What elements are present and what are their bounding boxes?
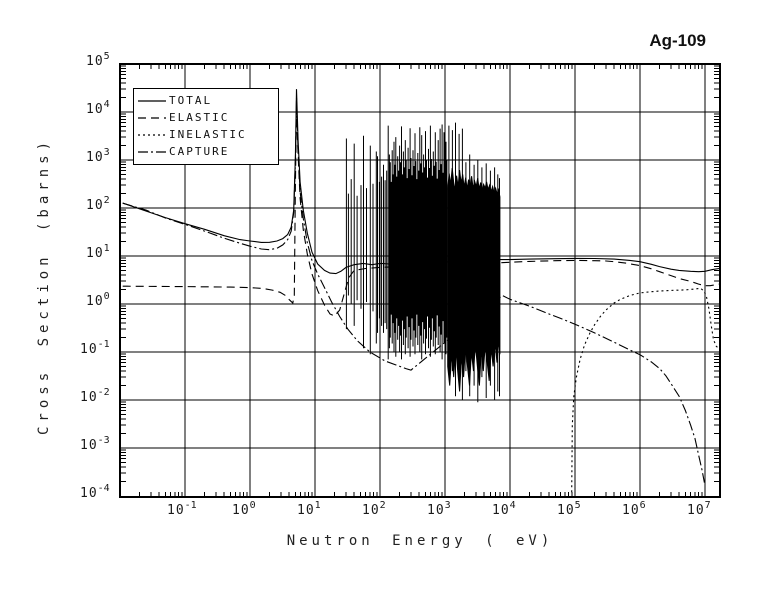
legend-label: INELASTIC: [169, 128, 247, 141]
x-tick-label: 10-1: [167, 500, 197, 518]
y-tick-label: 10-1: [80, 339, 110, 357]
y-tick-label: 100: [86, 291, 110, 309]
y-tick-label: 104: [86, 99, 110, 117]
legend-line-sample-total: [138, 99, 166, 102]
legend-item: ELASTIC: [137, 109, 278, 126]
series-total-line: [122, 89, 720, 275]
x-tick-label: 106: [622, 500, 646, 518]
legend-label: CAPTURE: [169, 145, 230, 158]
y-tick-label: 102: [86, 195, 110, 213]
x-tick-label: 105: [557, 500, 581, 518]
y-tick-label: 10-3: [80, 435, 110, 453]
y-tick-label: 105: [86, 51, 110, 69]
y-tick-label: 101: [86, 243, 110, 261]
y-tick-label: 10-2: [80, 387, 110, 405]
x-tick-label: 103: [427, 500, 451, 518]
plot-frame: [119, 63, 721, 498]
legend-line-sample-inelastic: [138, 133, 166, 136]
legend-item: CAPTURE: [137, 143, 278, 160]
series-capture-line: [122, 97, 705, 483]
legend-label: ELASTIC: [169, 111, 230, 124]
chart-title: Ag-109: [649, 31, 706, 50]
x-axis-label: Neutron Energy ( eV): [286, 533, 554, 549]
legend-line-sample-elastic: [138, 116, 166, 119]
legend-line-sample-capture: [138, 150, 166, 153]
x-tick-label: 104: [492, 500, 516, 518]
legend-label: TOTAL: [169, 94, 213, 107]
y-tick-label: 10-4: [80, 483, 110, 501]
legend-item: INELASTIC: [137, 126, 278, 143]
legend-item: TOTAL: [137, 92, 278, 109]
legend: TOTAL ELASTIC INELASTIC CAPTURE: [133, 88, 279, 165]
x-tick-label: 107: [687, 500, 711, 518]
y-tick-label: 103: [86, 147, 110, 165]
series-elastic-line: [122, 109, 720, 317]
y-axis-label: Cross Section (barns): [36, 136, 52, 436]
series-inelastic-line: [571, 287, 720, 493]
x-tick-label: 102: [362, 500, 386, 518]
x-tick-label: 100: [232, 500, 256, 518]
x-tick-label: 101: [297, 500, 321, 518]
